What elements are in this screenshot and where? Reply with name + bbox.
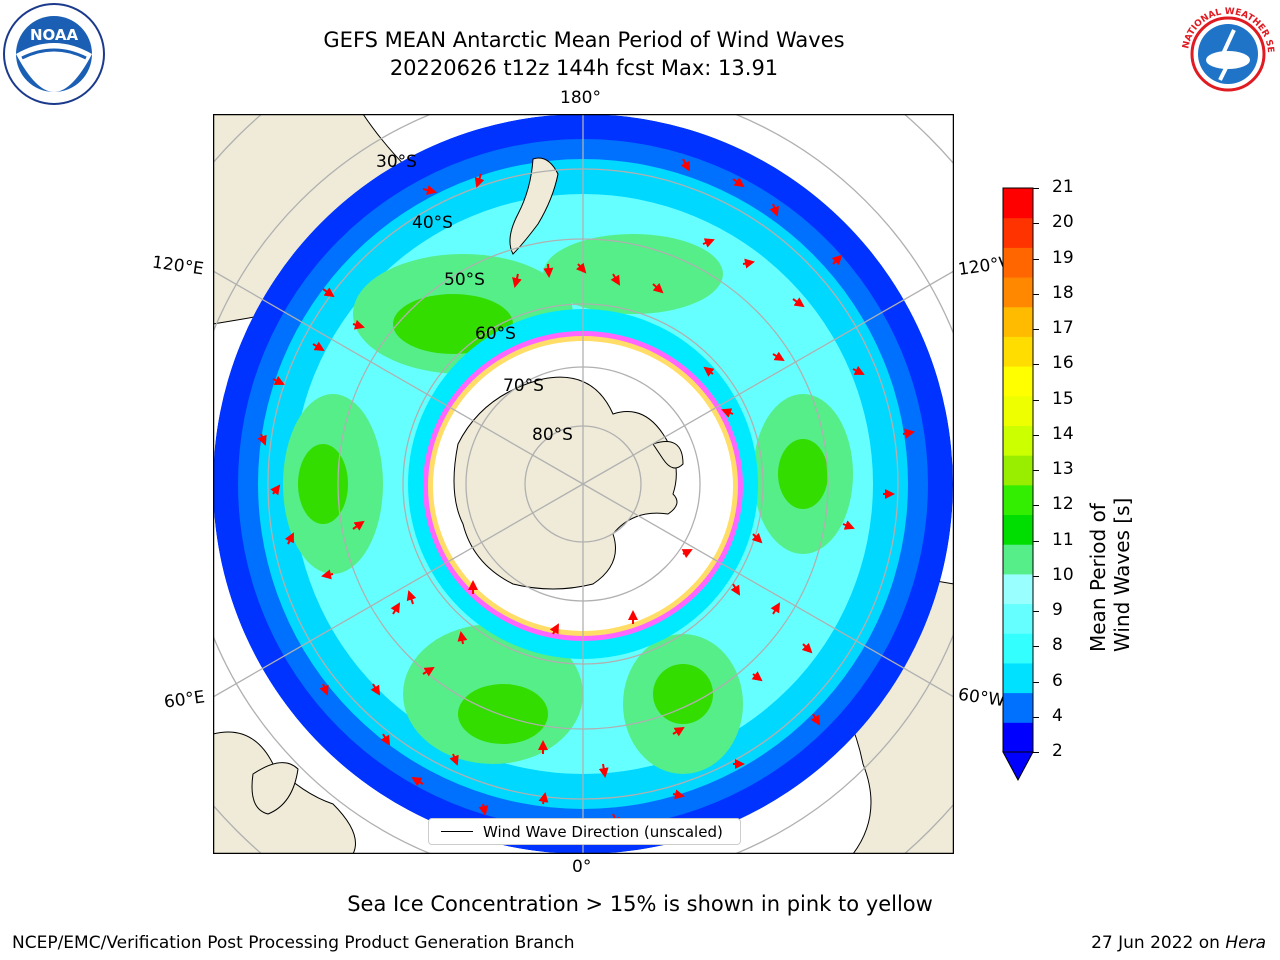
- nws-logo: NATIONAL WEATHER SERVICE: [1176, 2, 1278, 104]
- wind-wave-arrows: [257, 158, 915, 828]
- colorbar-tick-mark: [1033, 223, 1039, 225]
- colorbar-tick-mark: [1033, 293, 1039, 295]
- colorbar-tick-label: 10: [1052, 564, 1074, 585]
- colorbar-tick-label: 13: [1052, 459, 1074, 479]
- colorbar-segment: [1003, 603, 1033, 634]
- colorbar-segment: [1003, 217, 1033, 248]
- colorbar-tick-label: 11: [1052, 529, 1074, 550]
- colorbar-tick-label: 9: [1052, 600, 1063, 620]
- colorbar-tick-label: 15: [1052, 388, 1074, 409]
- colorbar-tick-label: 12: [1052, 494, 1074, 515]
- colorbar-tick-mark: [1033, 716, 1039, 718]
- colorbar: [1002, 187, 1034, 782]
- lat-label-30s: 30°S: [376, 152, 417, 172]
- footer-date-text: 27 Jun 2022 on: [1091, 933, 1226, 953]
- colorbar-tick-mark: [1033, 470, 1039, 471]
- footer-branch: NCEP/EMC/Verification Post Processing Pr…: [12, 933, 575, 953]
- longitude-grid: [213, 114, 954, 854]
- colorbar-segment: [1003, 455, 1033, 486]
- colorbar-tick-label: 4: [1052, 705, 1063, 726]
- wave-period-field: [213, 114, 953, 854]
- colorbar-tick-label: 21: [1052, 177, 1074, 197]
- sea-ice-caption: Sea Ice Concentration > 15% is shown in …: [347, 892, 933, 916]
- colorbar-segment: [1003, 692, 1033, 723]
- lat-label-40s: 40°S: [412, 213, 453, 233]
- legend-label: Wind Wave Direction (unscaled): [483, 822, 723, 841]
- colorbar-segment: [1003, 425, 1033, 456]
- lat-label-80s: 80°S: [532, 425, 573, 445]
- colorbar-tick-mark: [1033, 258, 1039, 260]
- colorbar-tick-mark: [1033, 364, 1039, 366]
- colorbar-tick-mark: [1033, 611, 1039, 612]
- colorbar-tick-label: 16: [1052, 353, 1074, 374]
- colorbar-segment: [1003, 484, 1033, 516]
- footer-date: 27 Jun 2022 on Hera: [1091, 933, 1266, 953]
- colorbar-tick-mark: [1033, 434, 1039, 436]
- lon-label-0: 0°: [572, 857, 592, 877]
- colorbar-tick-mark: [1033, 575, 1039, 577]
- lon-label-180: 180°: [560, 88, 601, 108]
- colorbar-tick-mark: [1033, 681, 1039, 683]
- colorbar-tick-mark: [1033, 752, 1039, 753]
- colorbar-segment: [1003, 544, 1033, 575]
- antarctic-peninsula: [652, 441, 684, 469]
- colorbar-tick-mark: [1033, 505, 1039, 507]
- chart-subtitle: 20220626 t12z 144h fcst Max: 13.91: [389, 56, 779, 80]
- lat-label-50s: 50°S: [444, 270, 485, 290]
- madagascar-landmass: [251, 762, 299, 815]
- antarctica-landmass: [453, 376, 678, 590]
- colorbar-segment: [1003, 366, 1033, 397]
- footer-machine: Hera: [1225, 933, 1266, 953]
- colorbar-tick-label: 14: [1052, 423, 1074, 444]
- colorbar-segment: [1003, 722, 1033, 753]
- colorbar-segments: [1002, 187, 1034, 753]
- colorbar-tick-mark: [1033, 646, 1039, 648]
- colorbar-segment: [1003, 514, 1033, 545]
- colorbar-label: Mean Period of Wind Waves [s]: [1086, 497, 1134, 652]
- legend-line-swatch: [441, 831, 473, 832]
- lon-label-120e: 120°E: [150, 252, 205, 280]
- colorbar-segment: [1003, 395, 1033, 426]
- colorbar-tick-mark: [1033, 188, 1039, 189]
- colorbar-segment: [1003, 188, 1033, 219]
- map-legend: Wind Wave Direction (unscaled): [428, 818, 741, 845]
- colorbar-tick-mark: [1033, 329, 1039, 330]
- colorbar-tick-label: 18: [1052, 282, 1074, 303]
- chart-title: GEFS MEAN Antarctic Mean Period of Wind …: [323, 28, 845, 52]
- lat-label-70s: 70°S: [503, 376, 544, 396]
- colorbar-segment: [1003, 573, 1033, 605]
- colorbar-tick-mark: [1033, 540, 1039, 542]
- colorbar-segment: [1003, 336, 1033, 367]
- colorbar-segment: [1003, 662, 1033, 694]
- noaa-logo: NOAA: [3, 3, 105, 105]
- colorbar-tick-label: 20: [1052, 212, 1074, 233]
- lat-label-60s: 60°S: [475, 324, 516, 344]
- colorbar-tick-label: 2: [1052, 741, 1063, 761]
- colorbar-tick-label: 6: [1052, 670, 1063, 691]
- colorbar-segment: [1003, 277, 1033, 308]
- colorbar-segment: [1003, 633, 1033, 664]
- colorbar-extend-arrow: [1002, 751, 1034, 782]
- new-zealand-landmass: [509, 157, 559, 255]
- lon-label-60e: 60°E: [162, 687, 207, 713]
- colorbar-tick-label: 8: [1052, 635, 1063, 656]
- colorbar-tick-mark: [1033, 399, 1039, 401]
- colorbar-tick-label: 17: [1052, 318, 1074, 338]
- colorbar-segment: [1003, 247, 1033, 278]
- polar-map: [213, 114, 954, 854]
- colorbar-segment: [1003, 306, 1033, 337]
- noaa-logo-text: NOAA: [30, 26, 79, 44]
- colorbar-tick-label: 19: [1052, 247, 1074, 268]
